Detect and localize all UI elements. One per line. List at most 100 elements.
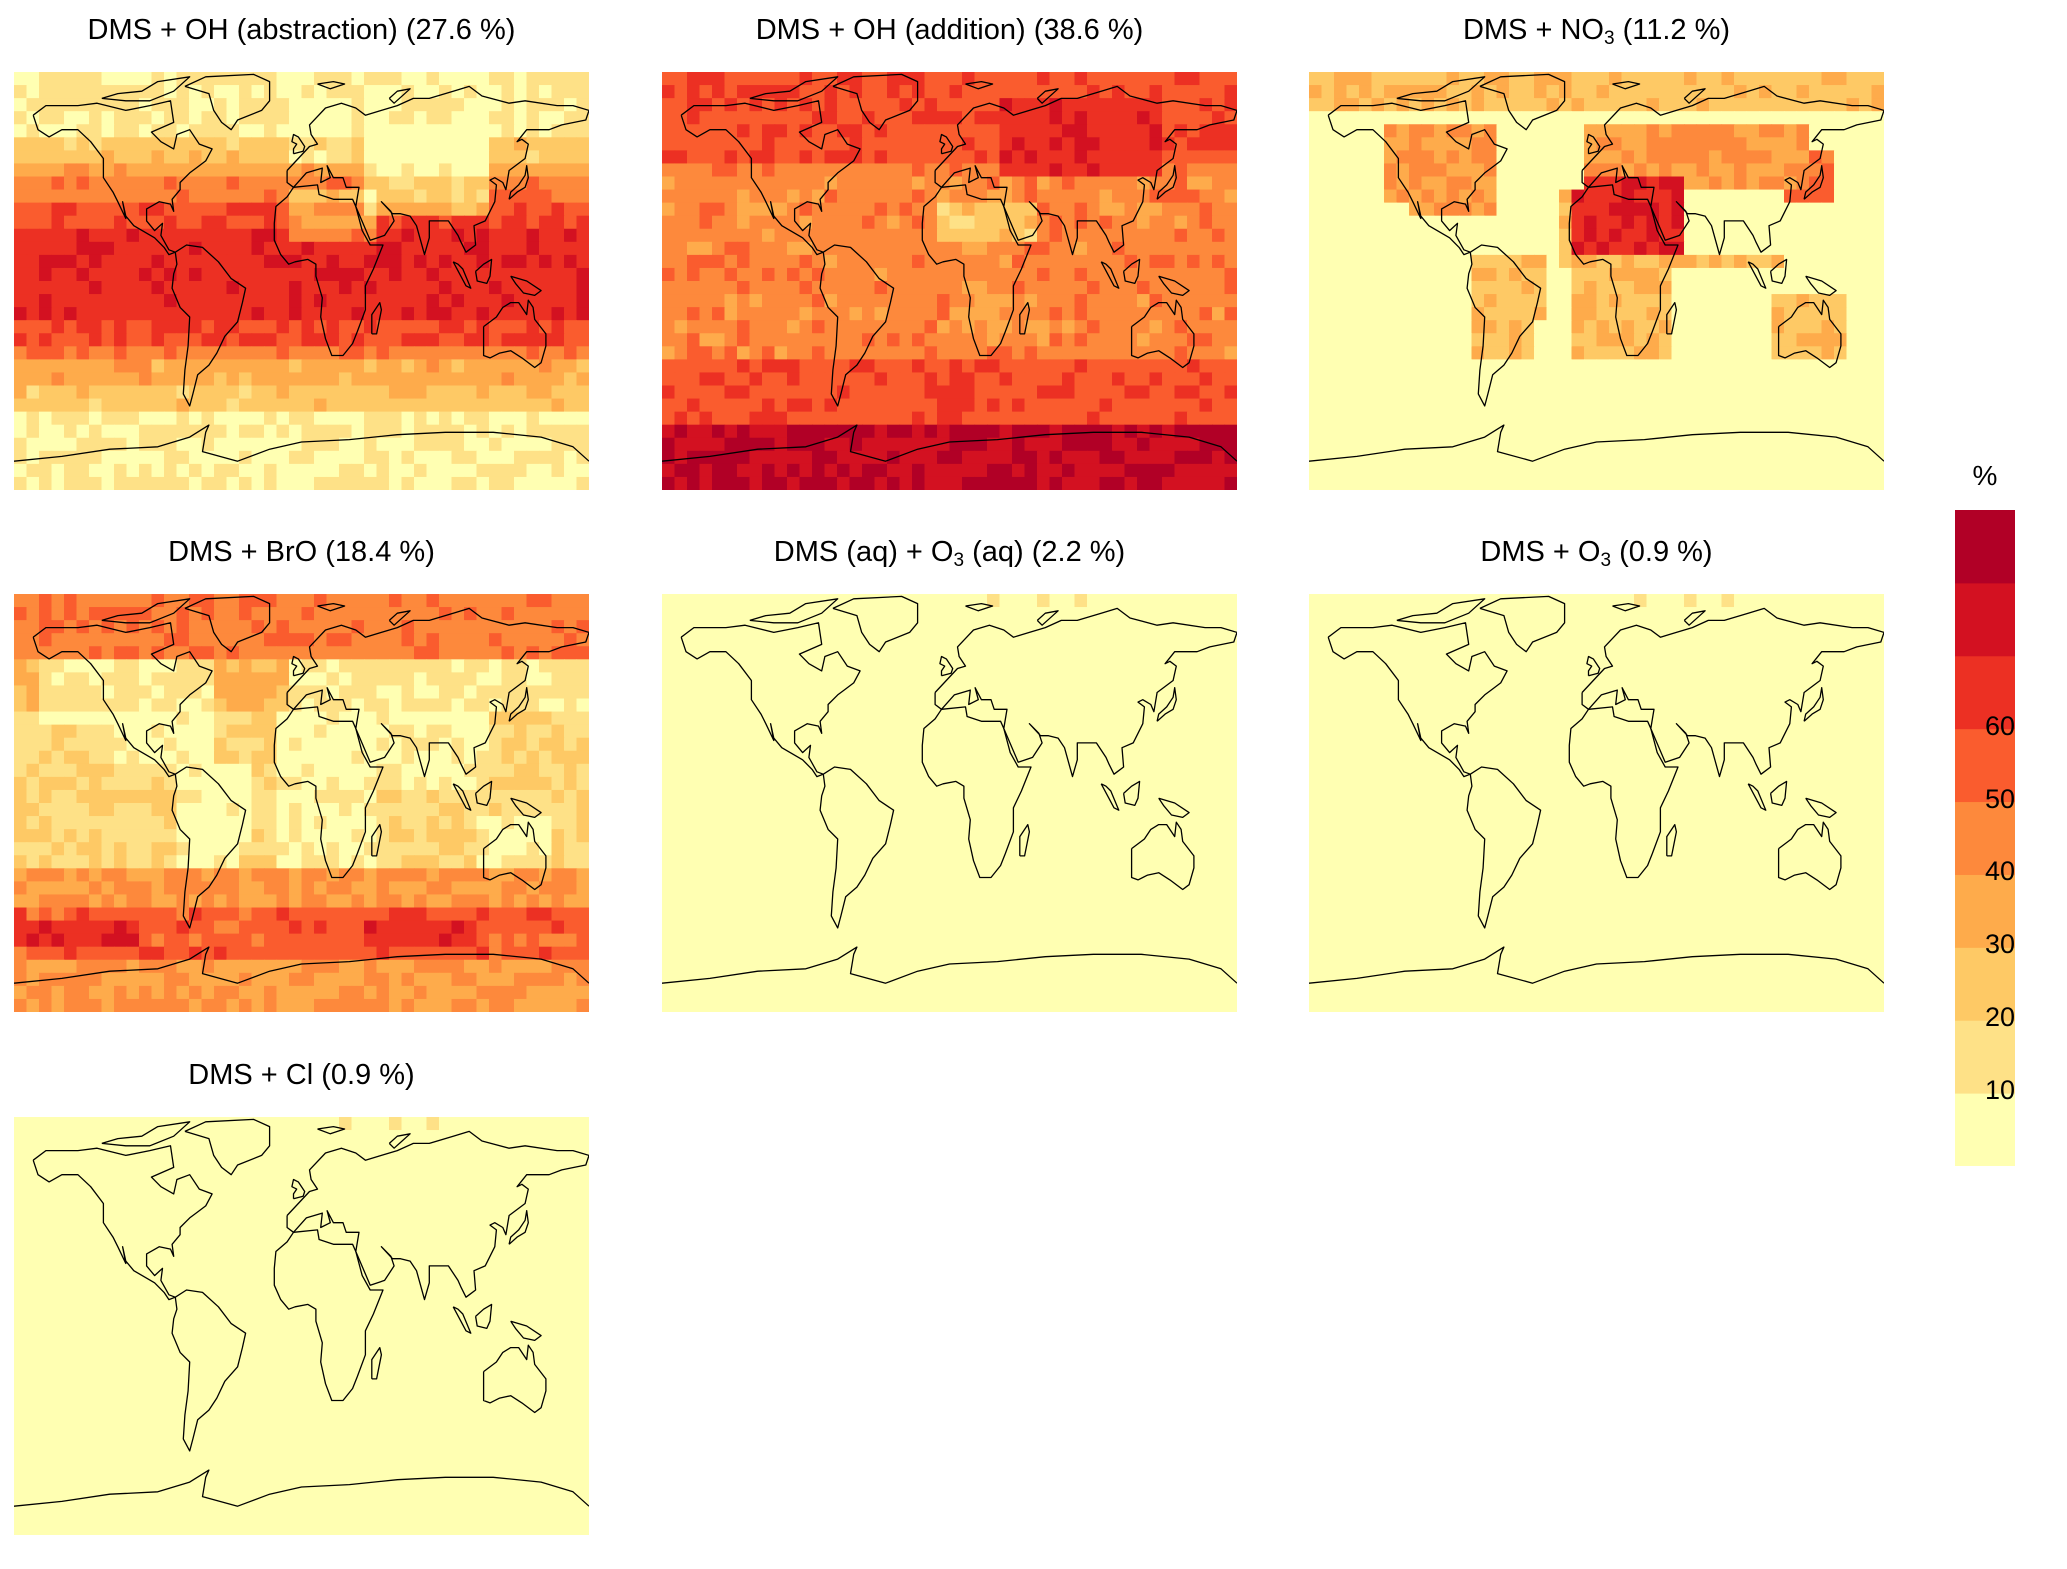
grid-cell: [476, 254, 490, 269]
grid-cell: [1621, 424, 1635, 439]
grid-cell: [874, 254, 888, 269]
grid-cell: [576, 163, 589, 178]
grid-cell: [749, 215, 763, 230]
grid-cell: [1846, 176, 1860, 191]
grid-cell: [1409, 424, 1423, 439]
grid-cell: [301, 437, 315, 452]
grid-cell: [114, 111, 128, 125]
grid-cell: [464, 215, 478, 230]
grid-cell: [1174, 476, 1188, 490]
grid-cell: [1409, 241, 1423, 256]
grid-cell: [999, 176, 1013, 191]
grid-cell: [1521, 411, 1535, 426]
grid-cell: [824, 359, 838, 374]
grid-cell: [114, 333, 128, 347]
grid-cell: [1771, 98, 1785, 112]
grid-cell: [812, 189, 826, 204]
grid-cell: [276, 476, 290, 490]
grid-cell: [1371, 385, 1385, 400]
grid-cell: [39, 320, 53, 334]
grid-cell: [1871, 281, 1884, 295]
grid-cell: [551, 633, 565, 647]
grid-cell: [1359, 320, 1373, 334]
grid-cell: [151, 476, 165, 490]
grid-cell: [1434, 398, 1448, 413]
grid-cell: [724, 215, 738, 230]
grid-cell: [712, 281, 726, 295]
grid-cell: [1584, 463, 1598, 478]
grid-cell: [1199, 281, 1213, 295]
grid-cell: [389, 594, 403, 608]
grid-cell: [101, 228, 115, 243]
grid-cell: [937, 359, 951, 374]
grid-cell: [51, 202, 65, 217]
grid-cell: [1646, 176, 1660, 191]
grid-cell: [1124, 267, 1138, 282]
grid-cell: [1746, 437, 1760, 452]
grid-cell: [514, 685, 528, 700]
grid-cell: [712, 320, 726, 334]
grid-cell: [76, 685, 90, 700]
grid-cell: [264, 72, 278, 86]
grid-cell: [14, 241, 28, 256]
grid-cell: [1012, 281, 1026, 295]
grid-cell: [937, 124, 951, 138]
grid-cell: [164, 320, 178, 334]
grid-cell: [1224, 163, 1237, 178]
grid-cell: [1759, 424, 1773, 439]
grid-cell: [489, 163, 503, 178]
grid-cell: [514, 85, 528, 99]
grid-cell: [1846, 411, 1860, 426]
grid-cell: [674, 346, 688, 360]
grid-cell: [414, 72, 428, 86]
grid-cell: [1496, 281, 1510, 295]
grid-cell: [1099, 385, 1113, 400]
grid-cell: [712, 150, 726, 165]
grid-cell: [514, 711, 528, 726]
grid-cell: [1187, 111, 1201, 125]
grid-cell: [1174, 385, 1188, 400]
grid-cell: [974, 267, 988, 282]
grid-cell: [937, 398, 951, 413]
grid-cell: [887, 202, 901, 217]
grid-cell: [1346, 372, 1360, 387]
grid-cell: [1746, 398, 1760, 413]
grid-cell: [1484, 111, 1498, 125]
grid-cell: [1809, 163, 1823, 178]
grid-cell: [1484, 294, 1498, 308]
grid-cell: [1434, 359, 1448, 374]
grid-cell: [64, 737, 78, 752]
grid-cell: [1024, 124, 1038, 138]
grid-cell: [1409, 346, 1423, 360]
grid-cell: [774, 333, 788, 347]
grid-cell: [1037, 281, 1051, 295]
grid-cell: [64, 659, 78, 673]
grid-cell: [662, 281, 676, 295]
grid-cell: [1471, 411, 1485, 426]
grid-cell: [749, 294, 763, 308]
grid-cell: [762, 150, 776, 165]
grid-cell: [414, 437, 428, 452]
coastline: [1130, 299, 1195, 369]
grid-cell: [501, 281, 515, 295]
grid-cell: [1809, 450, 1823, 465]
grid-cell: [26, 228, 40, 243]
grid-cell: [214, 333, 228, 347]
grid-cell: [451, 594, 465, 608]
grid-cell: [924, 450, 938, 465]
grid-cell: [1634, 202, 1648, 217]
grid-cell: [439, 333, 453, 347]
grid-cell: [464, 124, 478, 138]
grid-cell: [14, 620, 28, 634]
grid-cell: [1796, 411, 1810, 426]
grid-cell: [687, 424, 701, 439]
grid-cell: [376, 241, 390, 256]
grid-cell: [351, 685, 365, 700]
grid-cell: [389, 685, 403, 700]
grid-cell: [1484, 450, 1498, 465]
grid-cell: [1709, 124, 1723, 138]
grid-cell: [364, 98, 378, 112]
grid-cell: [699, 281, 713, 295]
grid-cell: [251, 437, 265, 452]
grid-cell: [164, 672, 178, 687]
